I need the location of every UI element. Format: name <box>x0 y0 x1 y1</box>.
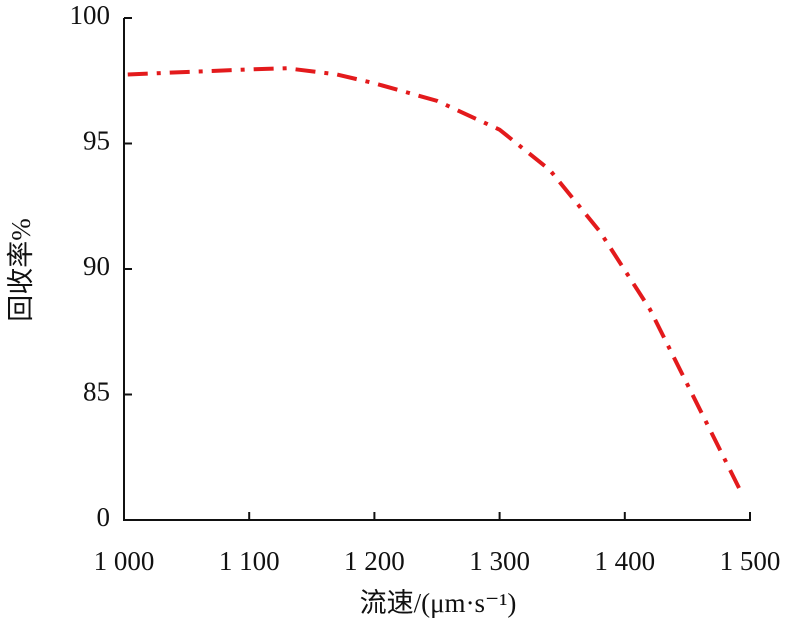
x-tick-label: 1 000 <box>94 546 155 576</box>
x-tick-label: 1 300 <box>469 546 530 576</box>
y-tick-label: 85 <box>83 377 110 407</box>
x-tick-label: 1 500 <box>720 546 781 576</box>
y-tick-label: 0 <box>97 502 111 532</box>
x-tick-label: 1 200 <box>344 546 405 576</box>
y-axis-label: 回收率% <box>6 218 36 322</box>
y-tick-label: 95 <box>83 126 110 156</box>
x-tick-label: 1 100 <box>219 546 280 576</box>
line-series <box>127 66 742 491</box>
y-tick-label: 100 <box>70 0 111 30</box>
x-tick-label: 1 400 <box>594 546 655 576</box>
y-tick-label: 90 <box>83 251 110 281</box>
x-axis-label: 流速/(μm·s⁻¹) <box>360 588 517 618</box>
